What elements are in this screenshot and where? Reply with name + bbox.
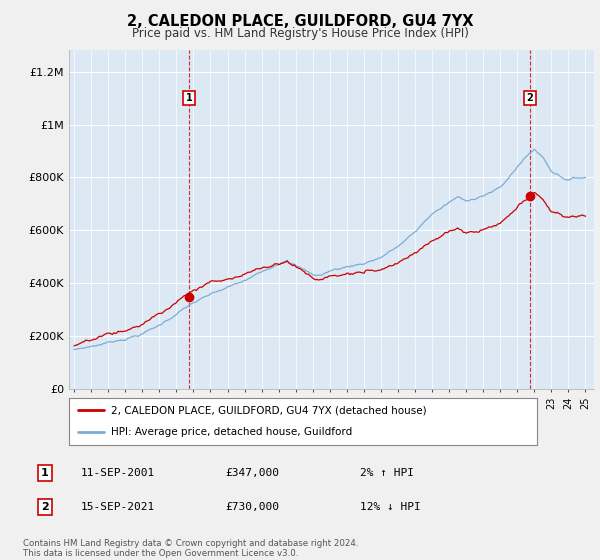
Text: 2: 2 (41, 502, 49, 512)
Text: HPI: Average price, detached house, Guildford: HPI: Average price, detached house, Guil… (111, 427, 352, 437)
Text: 1: 1 (186, 93, 193, 103)
Text: 2: 2 (527, 93, 533, 103)
Text: 11-SEP-2001: 11-SEP-2001 (81, 468, 155, 478)
Text: 12% ↓ HPI: 12% ↓ HPI (360, 502, 421, 512)
Text: 15-SEP-2021: 15-SEP-2021 (81, 502, 155, 512)
Text: 2% ↑ HPI: 2% ↑ HPI (360, 468, 414, 478)
Text: Contains HM Land Registry data © Crown copyright and database right 2024.
This d: Contains HM Land Registry data © Crown c… (23, 539, 358, 558)
Text: 2, CALEDON PLACE, GUILDFORD, GU4 7YX: 2, CALEDON PLACE, GUILDFORD, GU4 7YX (127, 14, 473, 29)
Text: 2, CALEDON PLACE, GUILDFORD, GU4 7YX (detached house): 2, CALEDON PLACE, GUILDFORD, GU4 7YX (de… (111, 405, 427, 416)
Text: Price paid vs. HM Land Registry's House Price Index (HPI): Price paid vs. HM Land Registry's House … (131, 27, 469, 40)
Text: £347,000: £347,000 (225, 468, 279, 478)
Text: £730,000: £730,000 (225, 502, 279, 512)
Text: 1: 1 (41, 468, 49, 478)
